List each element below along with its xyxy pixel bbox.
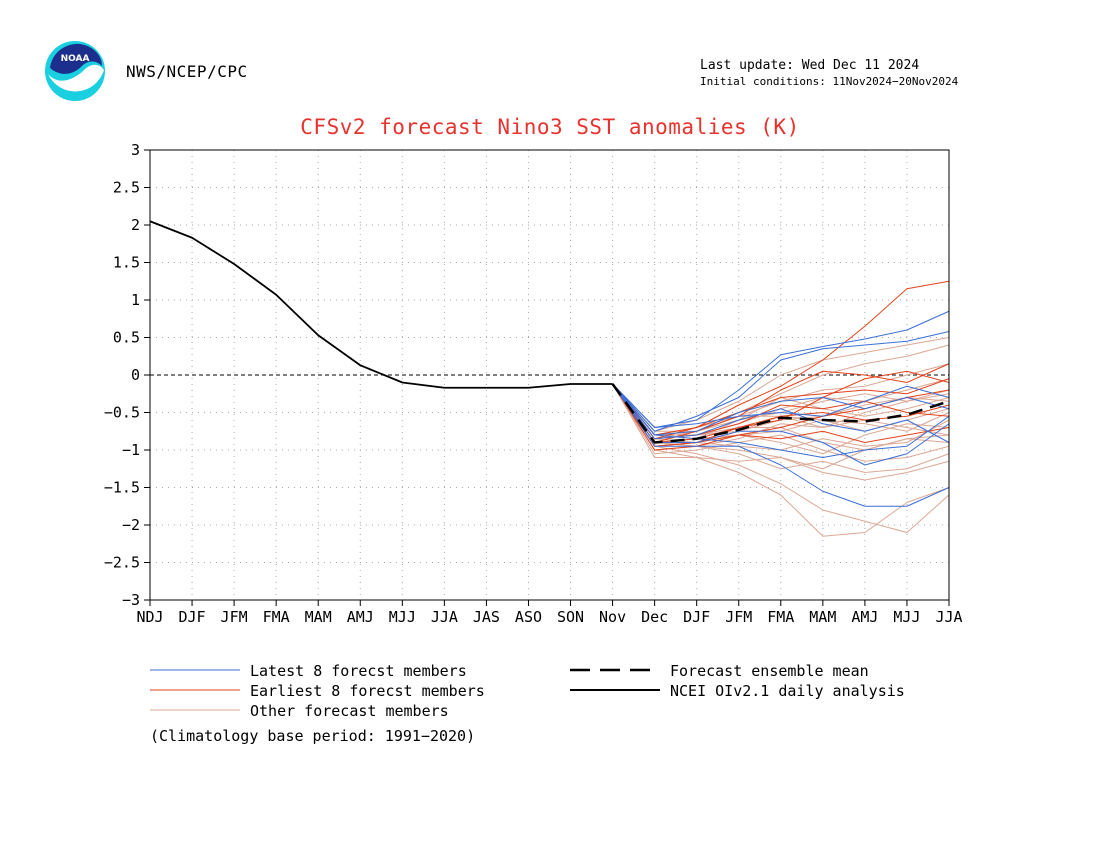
legend-mean-label: Forecast ensemble mean: [670, 662, 869, 680]
x-tick-label: JJA: [431, 608, 458, 626]
legend-other-label: Other forecast members: [250, 702, 449, 720]
y-tick-label: 1: [131, 291, 140, 309]
x-tick-label: SON: [557, 608, 584, 626]
latest-member-line: [612, 383, 950, 458]
x-tick-label: Nov: [599, 608, 626, 626]
chart-title: CFSv2 forecast Nino3 SST anomalies (K): [300, 115, 800, 139]
latest-member-line: [612, 383, 950, 507]
climatology-note: (Climatology base period: 1991−2020): [150, 727, 476, 745]
other-member-line: [612, 337, 950, 432]
latest-member-line: [612, 383, 950, 436]
other-member-line: [612, 383, 950, 447]
latest-member-line: [612, 310, 950, 428]
x-tick-label: AMJ: [851, 608, 878, 626]
y-axis-ticks: 3 2.5 2 1.5 1 0.5 0 −0.5 −1 −1.5 −2 −2.5 −3: [104, 141, 150, 609]
legend: Latest 8 forecst members Earliest 8 fore…: [150, 662, 905, 720]
other-member-line: [612, 383, 950, 537]
x-tick-label: AMJ: [347, 608, 374, 626]
y-tick-label: −3: [122, 591, 140, 609]
agency-label: NWS/NCEP/CPC: [126, 62, 248, 81]
y-tick-label: 2.5: [113, 179, 140, 197]
latest-member-line: [612, 383, 950, 466]
x-tick-label: JFM: [221, 608, 248, 626]
x-tick-label: JAS: [473, 608, 500, 626]
legend-analysis-label: NCEI OIv2.1 daily analysis: [670, 682, 905, 700]
legend-latest-label: Latest 8 forecst members: [250, 662, 467, 680]
latest-member-line: [612, 383, 950, 428]
other-member-line: [612, 383, 950, 462]
x-tick-label: MAM: [809, 608, 836, 626]
y-tick-label: 2: [131, 216, 140, 234]
other-member-line: [612, 383, 950, 470]
x-tick-label: MJJ: [389, 608, 416, 626]
y-tick-label: −1.5: [104, 479, 140, 497]
earliest-member-line: [612, 383, 950, 447]
latest-member-line: [612, 383, 950, 443]
other-member-line: [612, 383, 950, 455]
latest-members-series: [612, 310, 950, 507]
logo-text: NOAA: [61, 54, 90, 64]
y-tick-label: 1.5: [113, 254, 140, 272]
earliest-member-line: [612, 363, 950, 443]
y-tick-label: −0.5: [104, 404, 140, 422]
analysis-series: [149, 220, 613, 389]
x-tick-label: ASO: [515, 608, 542, 626]
y-tick-label: −1: [122, 441, 140, 459]
x-tick-label: MJJ: [893, 608, 920, 626]
ensemble-mean-series: [611, 383, 950, 444]
x-tick-label: NDJ: [136, 608, 163, 626]
x-tick-label: DJF: [179, 608, 206, 626]
x-tick-label: FMA: [263, 608, 290, 626]
last-update-text: Last update: Wed Dec 11 2024: [700, 58, 920, 73]
earliest-member-line: [612, 280, 950, 440]
x-tick-label: Dec: [641, 608, 668, 626]
y-tick-label: 0.5: [113, 329, 140, 347]
ensemble-mean-line: [611, 383, 950, 444]
y-tick-label: −2: [122, 516, 140, 534]
initial-conditions-text: Initial conditions: 11Nov2024−20Nov2024: [700, 75, 959, 88]
x-axis-ticks: NDJ DJF JFM FMA MAM AMJ MJJ JJA JAS ASO SON Nov Dec D…: [136, 600, 963, 626]
x-tick-label: JJA: [935, 608, 962, 626]
x-tick-label: DJF: [683, 608, 710, 626]
earliest-member-line: [612, 378, 950, 436]
y-tick-label: 0: [131, 366, 140, 384]
noaa-logo: NOAA: [45, 41, 105, 101]
analysis-line: [149, 220, 613, 389]
y-tick-label: −2.5: [104, 554, 140, 572]
legend-earliest-label: Earliest 8 forecst members: [250, 682, 485, 700]
x-tick-label: MAM: [305, 608, 332, 626]
y-tick-label: 3: [131, 141, 140, 159]
x-tick-label: FMA: [767, 608, 794, 626]
x-tick-label: JFM: [725, 608, 752, 626]
